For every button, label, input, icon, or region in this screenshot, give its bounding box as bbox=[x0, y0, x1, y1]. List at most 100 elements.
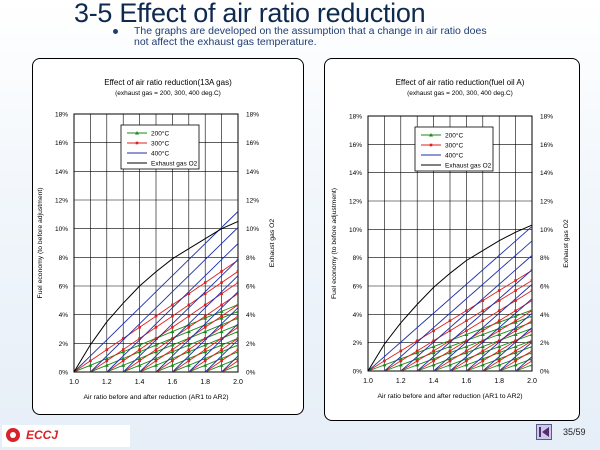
series-200c-marker bbox=[480, 344, 485, 349]
x-tick-label: 2.0 bbox=[233, 379, 243, 386]
y-tick-label: 6% bbox=[59, 284, 69, 291]
series-300c-marker bbox=[383, 359, 386, 363]
series-200c-marker bbox=[497, 362, 502, 367]
series-200c-marker bbox=[170, 343, 175, 347]
legend-label: Exhaust gas O2 bbox=[151, 161, 198, 168]
series-200c-marker bbox=[186, 343, 191, 347]
legend-marker-300c bbox=[135, 141, 139, 145]
y2-tick-label: 16% bbox=[246, 140, 259, 147]
y-tick-label: 8% bbox=[59, 255, 69, 262]
legend-label: 400°C bbox=[151, 150, 169, 158]
series-300c-marker bbox=[481, 299, 485, 302]
series-300c-marker bbox=[236, 348, 238, 351]
series-300c-marker bbox=[220, 314, 223, 318]
series-200c-line bbox=[221, 364, 238, 372]
y2-tick-label: 6% bbox=[540, 284, 550, 291]
series-300c-marker bbox=[138, 359, 141, 363]
series-200c-marker bbox=[170, 329, 175, 334]
series-200c-line bbox=[515, 364, 532, 371]
y-tick-label: 16% bbox=[349, 142, 362, 149]
series-200c-marker bbox=[398, 356, 403, 361]
y-tick-label: 12% bbox=[349, 199, 362, 206]
series-300c-marker bbox=[514, 359, 517, 363]
y2-tick-label: 2% bbox=[540, 340, 550, 347]
series-300c-marker bbox=[154, 325, 158, 329]
series-300c-marker bbox=[530, 309, 532, 312]
series-300c-marker bbox=[220, 337, 223, 340]
series-200c-marker bbox=[236, 363, 238, 367]
y2-tick-label: 12% bbox=[246, 198, 259, 205]
y-tick-label: 12% bbox=[55, 198, 68, 205]
series-300c-line bbox=[155, 315, 238, 372]
series-200c-marker bbox=[186, 329, 191, 334]
series-300c-marker bbox=[497, 339, 501, 343]
x-tick-label: 1.4 bbox=[429, 378, 439, 385]
series-300c-marker bbox=[514, 309, 517, 312]
chart-subtitle: (exhaust gas = 200, 300, 400 deg.C) bbox=[407, 90, 513, 97]
legend-label: Exhaust gas O2 bbox=[445, 163, 492, 170]
series-200c-marker bbox=[170, 356, 175, 361]
series-300c-marker bbox=[171, 314, 174, 318]
x-axis-label: Air ratio before and after reduction (AR… bbox=[377, 393, 522, 400]
series-200c-marker bbox=[154, 343, 158, 347]
chart-title: Effect of air ratio reduction(13A gas) bbox=[104, 78, 232, 87]
series-200c-marker bbox=[480, 356, 485, 361]
series-400c-line bbox=[106, 243, 238, 372]
series-300c-marker bbox=[236, 359, 238, 363]
chart-subtitle: (exhaust gas = 200, 300, 400 deg.C) bbox=[115, 90, 221, 97]
exhaust-gas-o2-line bbox=[74, 221, 238, 372]
series-200c-marker bbox=[448, 356, 452, 361]
series-300c-marker bbox=[465, 319, 468, 323]
series-300c-marker bbox=[121, 337, 125, 340]
series-400c-line bbox=[498, 341, 532, 371]
series-200c-marker bbox=[530, 356, 532, 361]
series-200c-marker bbox=[530, 326, 532, 330]
series-300c-marker bbox=[220, 292, 223, 296]
y2-tick-label: 16% bbox=[540, 142, 553, 149]
back-to-start-button[interactable] bbox=[536, 424, 552, 440]
y2-tick-label: 8% bbox=[246, 255, 256, 262]
series-300c-marker bbox=[497, 329, 501, 333]
series-200c-marker bbox=[513, 362, 518, 367]
slide-title: 3-5 Effect of air ratio reduction bbox=[74, 0, 426, 28]
series-200c-marker bbox=[448, 344, 452, 349]
legend-box bbox=[120, 124, 200, 170]
y2-tick-label: 8% bbox=[540, 255, 550, 262]
chart-panel-fuel-oil-a: Effect of air ratio reduction(fuel oil A… bbox=[324, 58, 580, 421]
series-200c-marker bbox=[154, 356, 158, 361]
logo-text: ECCJ bbox=[26, 428, 59, 442]
series-200c-marker bbox=[513, 320, 518, 324]
series-400c-line bbox=[368, 226, 532, 371]
series-300c-marker bbox=[432, 339, 435, 343]
series-300c-line bbox=[384, 280, 532, 371]
series-300c-marker bbox=[481, 309, 485, 312]
y2-tick-label: 10% bbox=[246, 226, 259, 233]
series-300c-marker bbox=[203, 359, 207, 363]
series-300c-marker bbox=[236, 325, 238, 329]
series-200c-marker bbox=[513, 314, 518, 318]
series-300c-marker bbox=[465, 309, 468, 312]
series-200c-marker bbox=[513, 356, 518, 361]
series-200c-marker bbox=[497, 320, 502, 324]
legend-marker-300c bbox=[429, 143, 433, 147]
series-300c-marker bbox=[448, 359, 452, 363]
series-300c-marker bbox=[220, 359, 223, 363]
series-300c-marker bbox=[497, 349, 501, 353]
series-200c-marker bbox=[121, 363, 126, 367]
legend-marker-200c bbox=[135, 131, 139, 135]
series-200c-marker bbox=[154, 349, 158, 354]
x-tick-label: 1.6 bbox=[168, 379, 178, 386]
series-300c-marker bbox=[236, 281, 238, 284]
series-300c-marker bbox=[514, 279, 517, 282]
series-300c-marker bbox=[203, 337, 207, 340]
series-200c-marker bbox=[203, 356, 208, 361]
series-200c-marker bbox=[203, 329, 208, 334]
series-300c-marker bbox=[530, 359, 532, 363]
series-400c-line bbox=[122, 259, 238, 372]
series-200c-marker bbox=[530, 344, 532, 349]
series-200c-marker bbox=[121, 349, 126, 354]
series-300c-marker bbox=[203, 303, 207, 307]
y-tick-label: 8% bbox=[353, 255, 363, 262]
series-200c-marker bbox=[186, 356, 191, 361]
series-300c-marker bbox=[497, 309, 501, 312]
